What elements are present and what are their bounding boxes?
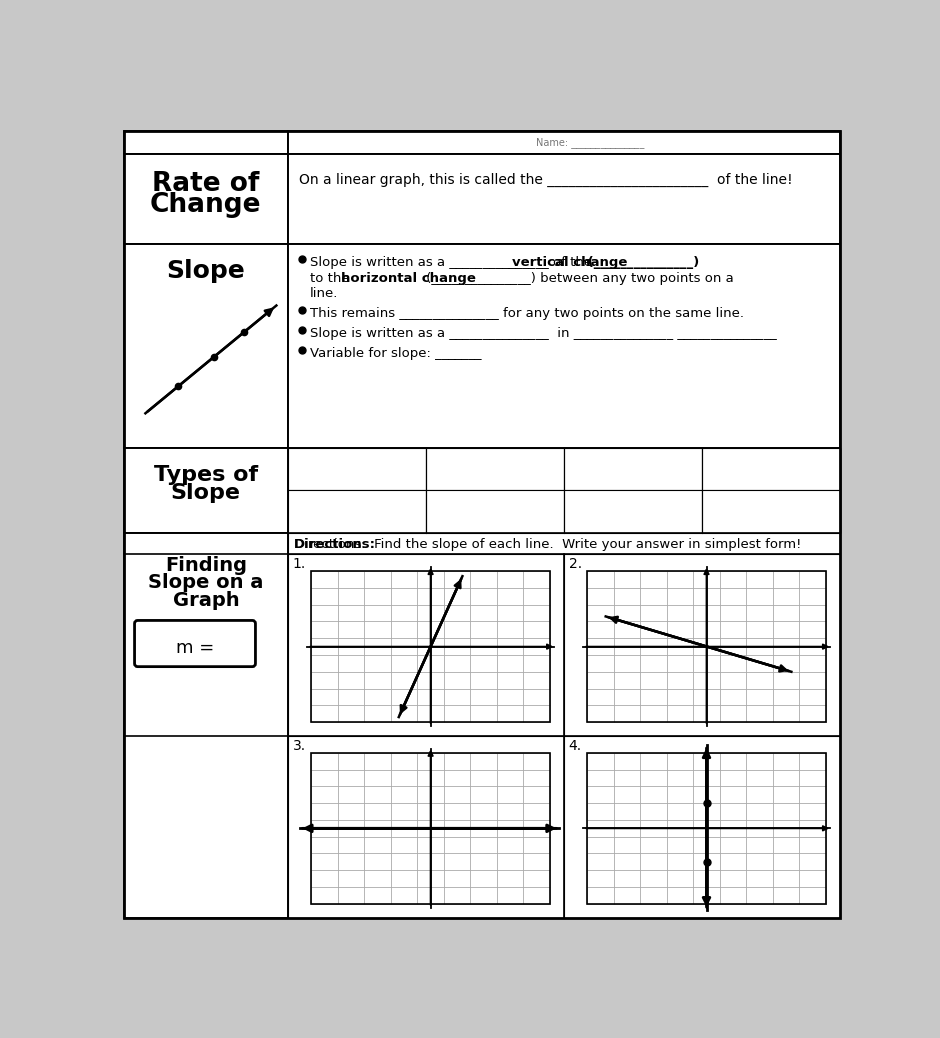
Text: Change: Change — [150, 192, 261, 218]
Bar — [588, 753, 826, 904]
Bar — [124, 532, 288, 918]
Bar — [564, 736, 839, 918]
Text: Name: _______________: Name: _______________ — [537, 137, 645, 147]
Bar — [124, 131, 288, 154]
Bar — [311, 753, 550, 904]
Bar — [702, 448, 839, 532]
Text: 2.: 2. — [569, 557, 582, 571]
Text: Types of: Types of — [154, 465, 258, 485]
Bar — [288, 244, 839, 448]
Bar — [288, 736, 564, 918]
Bar — [588, 571, 826, 722]
Bar — [311, 571, 550, 722]
Text: This remains _______________ for any two points on the same line.: This remains _______________ for any two… — [309, 307, 744, 320]
Bar — [564, 448, 702, 532]
Bar — [702, 490, 839, 532]
Text: Finding: Finding — [164, 555, 247, 575]
Bar — [702, 448, 839, 490]
Bar — [426, 490, 564, 532]
Text: m =: m = — [176, 639, 214, 657]
Text: Slope on a: Slope on a — [149, 573, 263, 593]
Text: Slope: Slope — [171, 484, 241, 503]
Text: Variable for slope: _______: Variable for slope: _______ — [309, 347, 481, 360]
Bar — [288, 154, 839, 244]
Text: Rate of: Rate of — [152, 171, 259, 197]
Text: 1.: 1. — [292, 557, 306, 571]
Bar — [288, 532, 839, 554]
Text: On a linear graph, this is called the _______________________  of the line!: On a linear graph, this is called the __… — [299, 173, 792, 187]
Bar — [426, 448, 564, 490]
Bar — [124, 244, 288, 448]
Text: Slope is written as a _______________  in _______________ _______________: Slope is written as a _______________ in… — [309, 327, 776, 340]
Text: horizontal change: horizontal change — [340, 272, 476, 284]
Text: 4.: 4. — [569, 739, 582, 753]
Bar — [564, 554, 839, 736]
Bar — [288, 448, 426, 490]
Bar — [124, 154, 288, 244]
Text: (_______________) between any two points on a: (_______________) between any two points… — [422, 272, 734, 284]
Bar — [124, 448, 288, 532]
Text: Directions:: Directions: — [294, 538, 376, 551]
Bar — [288, 554, 564, 736]
Bar — [288, 131, 839, 154]
Bar — [288, 490, 426, 532]
Text: (_______________): (_______________) — [583, 256, 699, 269]
Text: vertical change: vertical change — [512, 256, 627, 269]
Text: 3.: 3. — [292, 739, 306, 753]
FancyBboxPatch shape — [134, 621, 256, 666]
Bar — [564, 448, 702, 490]
Text: Graph: Graph — [173, 592, 239, 610]
Text: line.: line. — [309, 288, 338, 300]
Bar — [288, 448, 426, 532]
Text: Slope is written as a _______________ of the: Slope is written as a _______________ of… — [309, 256, 596, 269]
Bar — [564, 490, 702, 532]
Text: Slope: Slope — [166, 260, 245, 283]
Text: Directions:  Find the slope of each line.  Write your answer in simplest form!: Directions: Find the slope of each line.… — [294, 538, 802, 551]
Text: to the: to the — [309, 272, 353, 284]
Bar — [426, 448, 564, 532]
